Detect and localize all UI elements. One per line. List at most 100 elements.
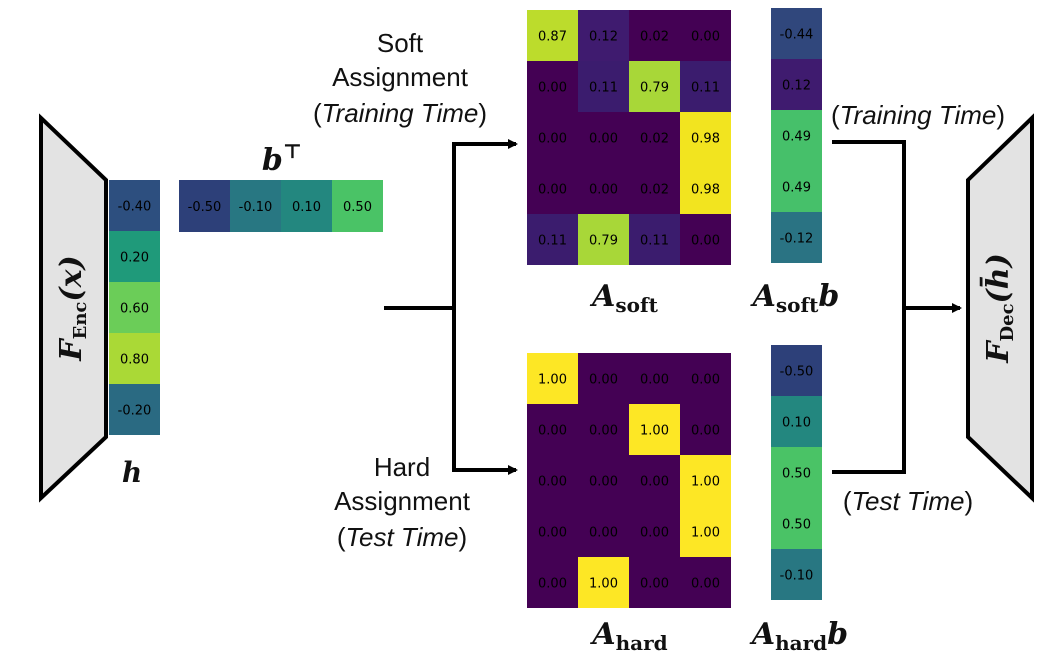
soft-product-cell [771,110,822,161]
encoder-block [39,113,108,503]
soft-caption-line2: Assignment [332,62,469,92]
b-vector-value: -0.50 [188,200,222,215]
hard-matrix-value: 0.00 [691,373,720,388]
hard-matrix-value: 0.00 [691,577,720,592]
soft-matrix-value: 0.98 [691,132,720,147]
soft-matrix-cell [578,61,629,112]
hard-matrix-value: 0.00 [691,424,720,439]
soft-product-cell [771,59,822,110]
soft-matrix-cell [527,112,578,163]
soft-matrix-cell [527,10,578,61]
soft-matrix-cell [680,214,731,265]
soft-matrix-cell [680,163,731,214]
soft-matrix-value: 0.87 [538,30,567,45]
test-time-caption: (Test Time) [843,486,973,516]
hard-product-cell [771,549,822,600]
soft-caption-line1: Soft [377,28,424,58]
soft-product-vector: -0.44 0.12 0.49 0.49 -0.12 [771,8,822,263]
soft-assignment-matrix: 0.87 0.12 0.02 0.00 0.00 0.11 0.79 0.11 0.00 0.00… [527,10,731,265]
soft-matrix-value: 0.12 [589,30,618,45]
soft-matrix-value: 0.02 [640,30,669,45]
h-vector-cell [109,333,160,384]
b-vector-cell [281,180,332,232]
soft-matrix-cell [578,163,629,214]
hard-matrix-value: 0.00 [640,475,669,490]
training-time-caption: (Training Time) [831,100,1005,130]
soft-product-cell [771,212,822,263]
hard-matrix-value: 0.00 [538,475,567,490]
h-vector-value: 0.80 [120,353,149,368]
soft-matrix-cell [629,214,680,265]
hard-matrix-value: 1.00 [589,577,618,592]
hard-matrix-value: 0.00 [589,424,618,439]
hard-matrix-cell [680,404,731,455]
soft-matrix-cell [680,10,731,61]
hard-matrix-value: 1.00 [640,424,669,439]
hard-product-label: Ahardb [749,617,848,655]
h-vector-cell [109,180,160,231]
soft-matrix-value: 0.98 [691,183,720,198]
soft-product-value: 0.12 [782,79,811,94]
hard-matrix-value: 1.00 [538,373,567,388]
hard-product-cell [771,447,822,498]
soft-matrix-cell [629,61,680,112]
soft-matrix-value: 0.79 [589,234,618,249]
soft-product-label: Asoftb [750,279,840,317]
hard-matrix-cell [527,557,578,608]
soft-matrix-label: Asoft [589,279,658,317]
hard-matrix-cell [629,404,680,455]
hard-product-value: -0.50 [780,365,814,380]
hard-product-cell [771,498,822,549]
soft-product-value: -0.44 [780,28,814,43]
soft-product-value: 0.49 [782,130,811,145]
hard-assignment-matrix: 1.00 0.00 0.00 0.00 0.00 0.00 1.00 0.00 0.00 0.00… [527,353,731,608]
hard-caption-line2: Assignment [334,486,471,516]
hard-matrix-cell [527,404,578,455]
hard-matrix-cell [680,506,731,557]
hard-caption-line1: Hard [374,452,430,482]
h-vector-cell [109,231,160,282]
h-vector-value: 0.60 [120,302,149,317]
merge-connector [832,140,962,474]
svg-text:FEnc(x): FEnc(x) [54,255,91,361]
branch-connector [384,139,518,475]
h-vector-cell [109,282,160,333]
soft-matrix-value: 0.11 [538,234,567,249]
soft-matrix-cell [680,112,731,163]
hard-matrix-cell [629,455,680,506]
hard-product-value: -0.10 [780,569,814,584]
soft-matrix-value: 0.00 [538,183,567,198]
hard-product-value: 0.50 [782,467,811,482]
hard-matrix-value: 1.00 [691,526,720,541]
hard-matrix-cell [680,557,731,608]
h-vector-value: 0.20 [120,251,149,266]
hard-matrix-cell [527,455,578,506]
hard-matrix-cell [680,353,731,404]
hard-matrix-cell [680,455,731,506]
hard-matrix-value: 1.00 [691,475,720,490]
h-vector-cell [109,384,160,435]
hard-matrix-cell [578,557,629,608]
hard-product-cell [771,396,822,447]
decoder-label: FDec(h̄) [980,253,1018,364]
hard-product-value: 0.50 [782,518,811,533]
soft-matrix-cell [527,61,578,112]
hard-matrix-cell [527,353,578,404]
soft-matrix-value: 0.11 [640,234,669,249]
soft-matrix-value: 0.00 [538,132,567,147]
soft-matrix-cell [578,112,629,163]
soft-matrix-value: 0.00 [589,132,618,147]
soft-matrix-value: 0.02 [640,183,669,198]
soft-matrix-cell [527,163,578,214]
soft-matrix-cell [527,214,578,265]
hard-product-value: 0.10 [782,416,811,431]
soft-product-cell [771,161,822,212]
hard-matrix-value: 0.00 [538,526,567,541]
hard-matrix-value: 0.00 [640,373,669,388]
hard-matrix-cell [578,455,629,506]
hard-matrix-value: 0.00 [640,526,669,541]
hard-matrix-cell [578,353,629,404]
hard-matrix-value: 0.00 [640,577,669,592]
soft-matrix-cell [578,10,629,61]
